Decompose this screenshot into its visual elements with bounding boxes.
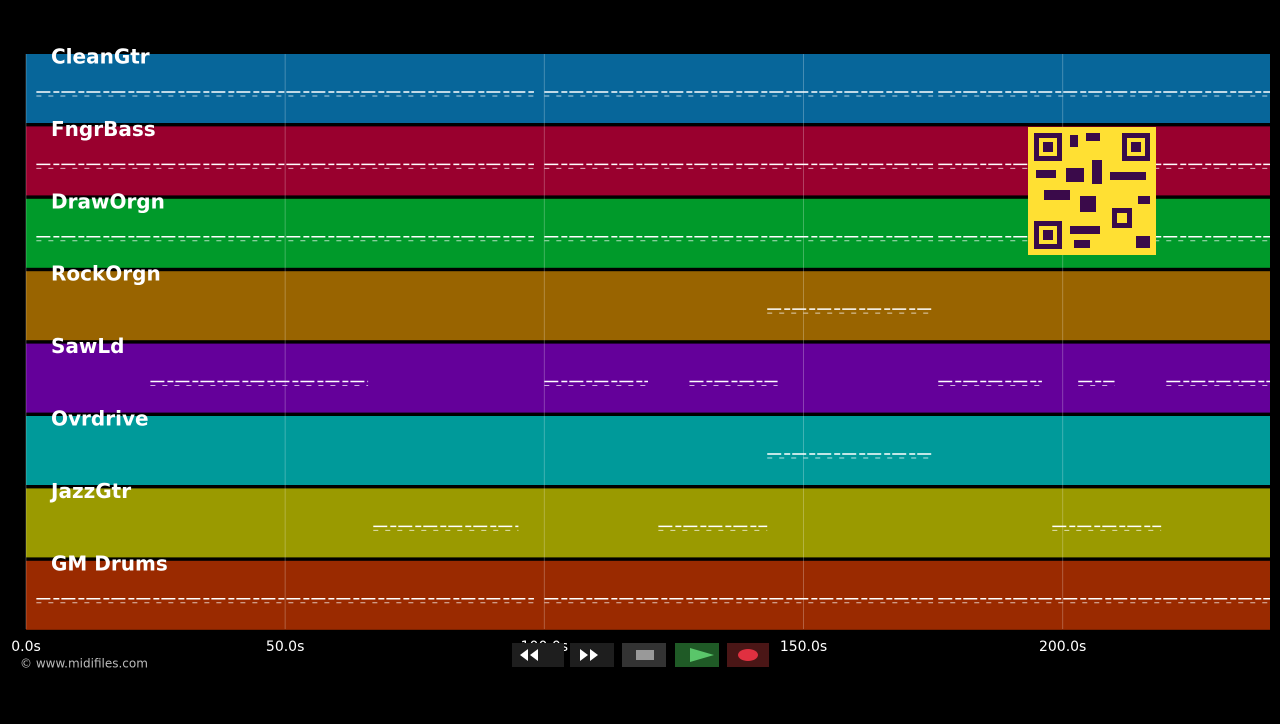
record-icon bbox=[738, 649, 758, 661]
copyright: © www.midifiles.com bbox=[20, 657, 148, 671]
x-tick-label: 150.0s bbox=[780, 639, 827, 655]
rewind-icon bbox=[520, 649, 538, 661]
track-lane bbox=[26, 416, 1270, 485]
x-tick-label: 0.0s bbox=[11, 639, 41, 655]
forward-icon bbox=[580, 649, 598, 661]
tracks: 0.0s50.0s100.0s150.0s200.0sCleanGtrFngrB… bbox=[11, 45, 1270, 655]
play-icon bbox=[690, 648, 714, 662]
transport bbox=[512, 643, 769, 667]
track-name: GM Drums bbox=[51, 551, 168, 575]
track-name: JazzGtr bbox=[49, 479, 131, 503]
track-name: RockOrgn bbox=[51, 262, 161, 286]
x-tick-label: 200.0s bbox=[1039, 639, 1086, 655]
stop-icon bbox=[636, 650, 654, 660]
track-name: CleanGtr bbox=[51, 45, 150, 69]
qr-code bbox=[1028, 127, 1156, 255]
track-name: SawLd bbox=[51, 334, 124, 358]
track-name: Ovrdrive bbox=[51, 407, 149, 431]
track-name: FngrBass bbox=[51, 117, 156, 141]
track-lane bbox=[26, 560, 1270, 630]
track-lane bbox=[26, 488, 1270, 558]
track-lane bbox=[26, 54, 1270, 123]
x-tick-label: 50.0s bbox=[266, 639, 304, 655]
track-name: DrawOrgn bbox=[51, 189, 165, 213]
track-lane bbox=[26, 343, 1270, 413]
track-lane bbox=[26, 271, 1270, 341]
